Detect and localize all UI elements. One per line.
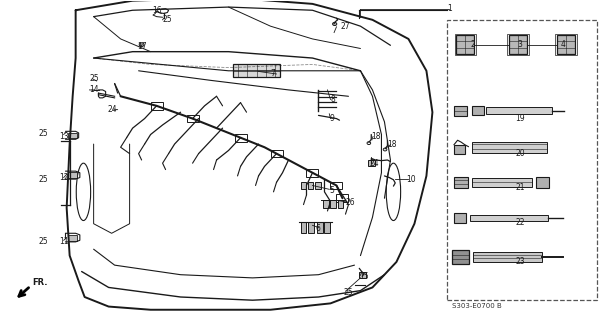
Bar: [507, 34, 529, 55]
Text: 15: 15: [359, 272, 369, 281]
Bar: [317, 222, 323, 233]
Bar: [68, 132, 77, 138]
Bar: [456, 35, 474, 54]
Text: 25: 25: [90, 74, 99, 83]
Text: 4: 4: [561, 40, 566, 49]
Text: 17: 17: [138, 42, 147, 52]
Bar: [337, 195, 349, 202]
Text: 27: 27: [341, 22, 350, 31]
Bar: [233, 64, 280, 77]
Text: 6: 6: [316, 224, 320, 233]
Bar: [555, 34, 577, 55]
Text: 16: 16: [152, 6, 162, 15]
Bar: [472, 141, 547, 153]
Bar: [270, 150, 282, 157]
Bar: [234, 134, 246, 141]
Text: 8: 8: [331, 95, 335, 104]
Bar: [472, 106, 484, 115]
Bar: [509, 35, 527, 54]
Bar: [300, 222, 307, 233]
Text: 25: 25: [38, 237, 48, 246]
Text: 13: 13: [59, 132, 69, 140]
Text: 9: 9: [329, 114, 334, 123]
Text: 20: 20: [515, 149, 525, 158]
Text: 25: 25: [38, 175, 48, 184]
Bar: [359, 271, 367, 278]
Bar: [338, 200, 343, 208]
Text: 25: 25: [344, 288, 353, 297]
Bar: [452, 250, 469, 264]
Bar: [331, 182, 343, 189]
Text: 1: 1: [447, 4, 452, 13]
Bar: [186, 115, 198, 123]
Text: 11: 11: [59, 237, 69, 246]
Bar: [454, 177, 468, 188]
Bar: [454, 213, 466, 223]
Text: 7: 7: [270, 69, 275, 78]
Text: 5: 5: [329, 186, 334, 195]
Bar: [535, 177, 549, 188]
Text: 24: 24: [108, 105, 117, 114]
Bar: [323, 200, 329, 208]
Text: 2: 2: [470, 40, 475, 49]
Text: 12: 12: [59, 173, 69, 182]
Bar: [472, 252, 542, 262]
Bar: [151, 102, 163, 110]
Bar: [454, 34, 476, 55]
Text: FR.: FR.: [32, 278, 48, 287]
Bar: [368, 160, 376, 166]
Text: 18: 18: [371, 132, 381, 141]
Bar: [486, 108, 552, 114]
Text: 26: 26: [346, 197, 355, 206]
Bar: [68, 235, 78, 241]
Ellipse shape: [332, 22, 337, 26]
Text: 24: 24: [370, 159, 379, 168]
Text: S303-E0700 B: S303-E0700 B: [451, 303, 501, 309]
Bar: [447, 20, 597, 300]
Text: 22: 22: [515, 218, 525, 227]
Bar: [316, 182, 321, 189]
Text: 25: 25: [38, 129, 48, 138]
Ellipse shape: [139, 43, 144, 47]
Bar: [454, 106, 467, 116]
Text: 25: 25: [163, 15, 172, 24]
Text: 23: 23: [515, 258, 525, 267]
Bar: [308, 182, 313, 189]
Bar: [557, 35, 575, 54]
Text: 18: 18: [388, 140, 397, 149]
Text: 19: 19: [515, 114, 525, 123]
Bar: [308, 222, 314, 233]
Bar: [454, 145, 465, 154]
Bar: [331, 200, 336, 208]
Bar: [472, 178, 532, 187]
Text: 10: 10: [407, 175, 416, 184]
Text: 3: 3: [517, 40, 522, 49]
Bar: [469, 215, 548, 221]
Bar: [300, 182, 306, 189]
Bar: [325, 222, 331, 233]
Text: 14: 14: [90, 85, 99, 94]
Bar: [307, 169, 319, 177]
Bar: [68, 172, 78, 178]
Text: 21: 21: [515, 183, 525, 192]
